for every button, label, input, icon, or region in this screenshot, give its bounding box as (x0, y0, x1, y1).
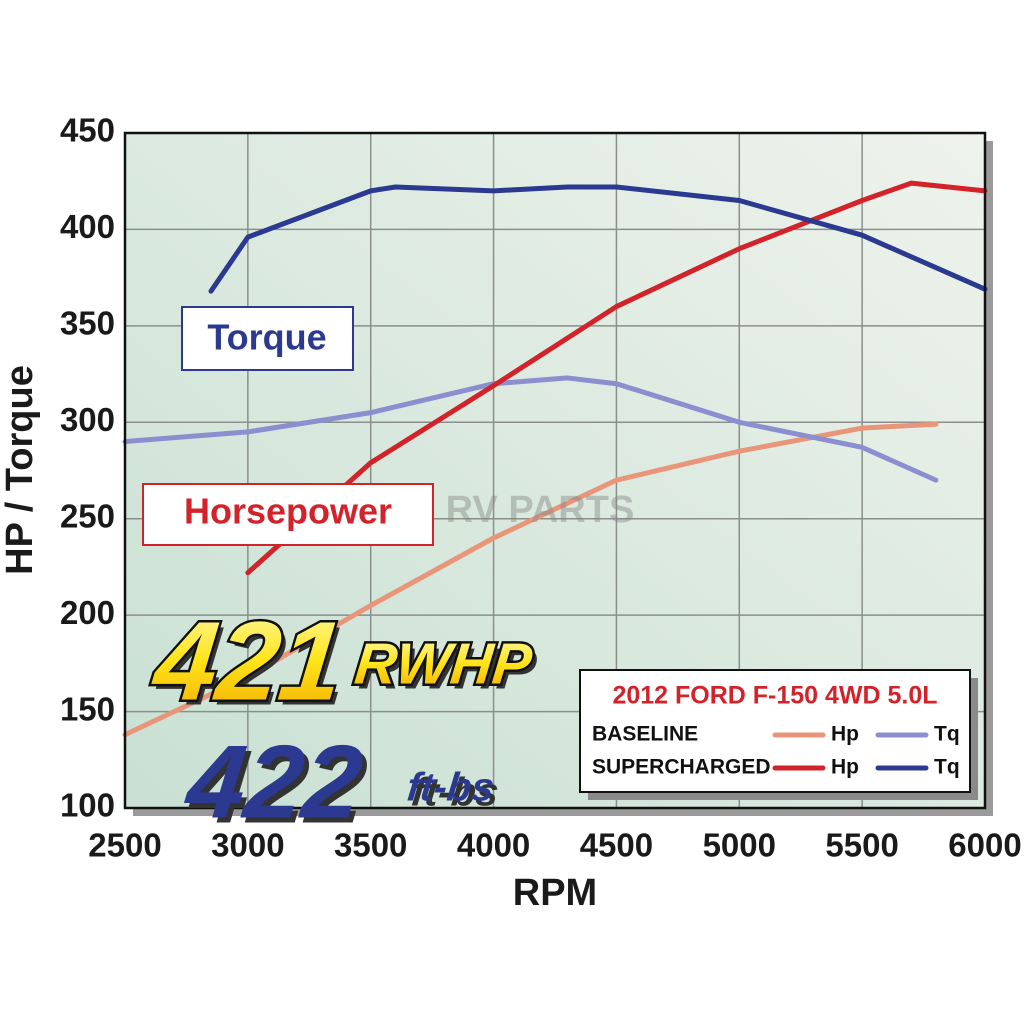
annotation: RWHP (352, 631, 535, 696)
legend-label: Hp (831, 723, 859, 746)
y-tick-label: 100 (60, 787, 115, 824)
legend-label: Tq (934, 723, 960, 746)
x-tick-label: 4000 (457, 827, 530, 864)
x-tick-label: 2500 (88, 827, 161, 864)
y-axis-label: HP / Torque (0, 365, 41, 575)
y-tick-label: 200 (60, 594, 115, 631)
annotation-shadow: RWHP (356, 636, 539, 701)
x-tick-label: 6000 (948, 827, 1021, 864)
y-tick-label: 250 (60, 497, 115, 534)
x-tick-label: 3500 (334, 827, 407, 864)
series-line (122, 421, 939, 738)
annotation: ft-bs (405, 766, 496, 810)
plot-border (123, 131, 987, 810)
legend-group: SUPERCHARGED (592, 756, 771, 779)
annotation: 422 (180, 725, 368, 841)
annotation-shadow: ft-bs (409, 771, 500, 815)
annotation: Torque (207, 317, 326, 358)
annotation-shadow: 422 (184, 730, 372, 846)
legend-label: Tq (934, 756, 960, 779)
y-tick-label: 350 (60, 305, 115, 342)
x-tick-label: 5500 (825, 827, 898, 864)
annotation: Horsepower (184, 491, 392, 532)
y-tick-label: 150 (60, 690, 115, 727)
legend-label: Hp (831, 756, 859, 779)
label-box (181, 306, 354, 371)
label-box (142, 483, 434, 546)
x-tick-label: 3000 (211, 827, 284, 864)
watermark: RV PARTS (446, 489, 635, 531)
y-tick-label: 300 (60, 401, 115, 438)
y-tick-label: 400 (60, 208, 115, 245)
series-line (245, 180, 988, 576)
x-axis-label: RPM (513, 872, 597, 914)
x-tick-label: 5000 (703, 827, 776, 864)
legend-box (579, 669, 971, 793)
series-line (122, 375, 939, 483)
annotation: 421 (147, 598, 349, 724)
y-tick-label: 450 (60, 112, 115, 149)
annotation-shadow: 421 (151, 603, 353, 729)
x-tick-label: 4500 (580, 827, 653, 864)
legend-title: 2012 FORD F-150 4WD 5.0L (612, 682, 937, 710)
legend-group: BASELINE (592, 723, 698, 746)
series-line (208, 184, 988, 294)
